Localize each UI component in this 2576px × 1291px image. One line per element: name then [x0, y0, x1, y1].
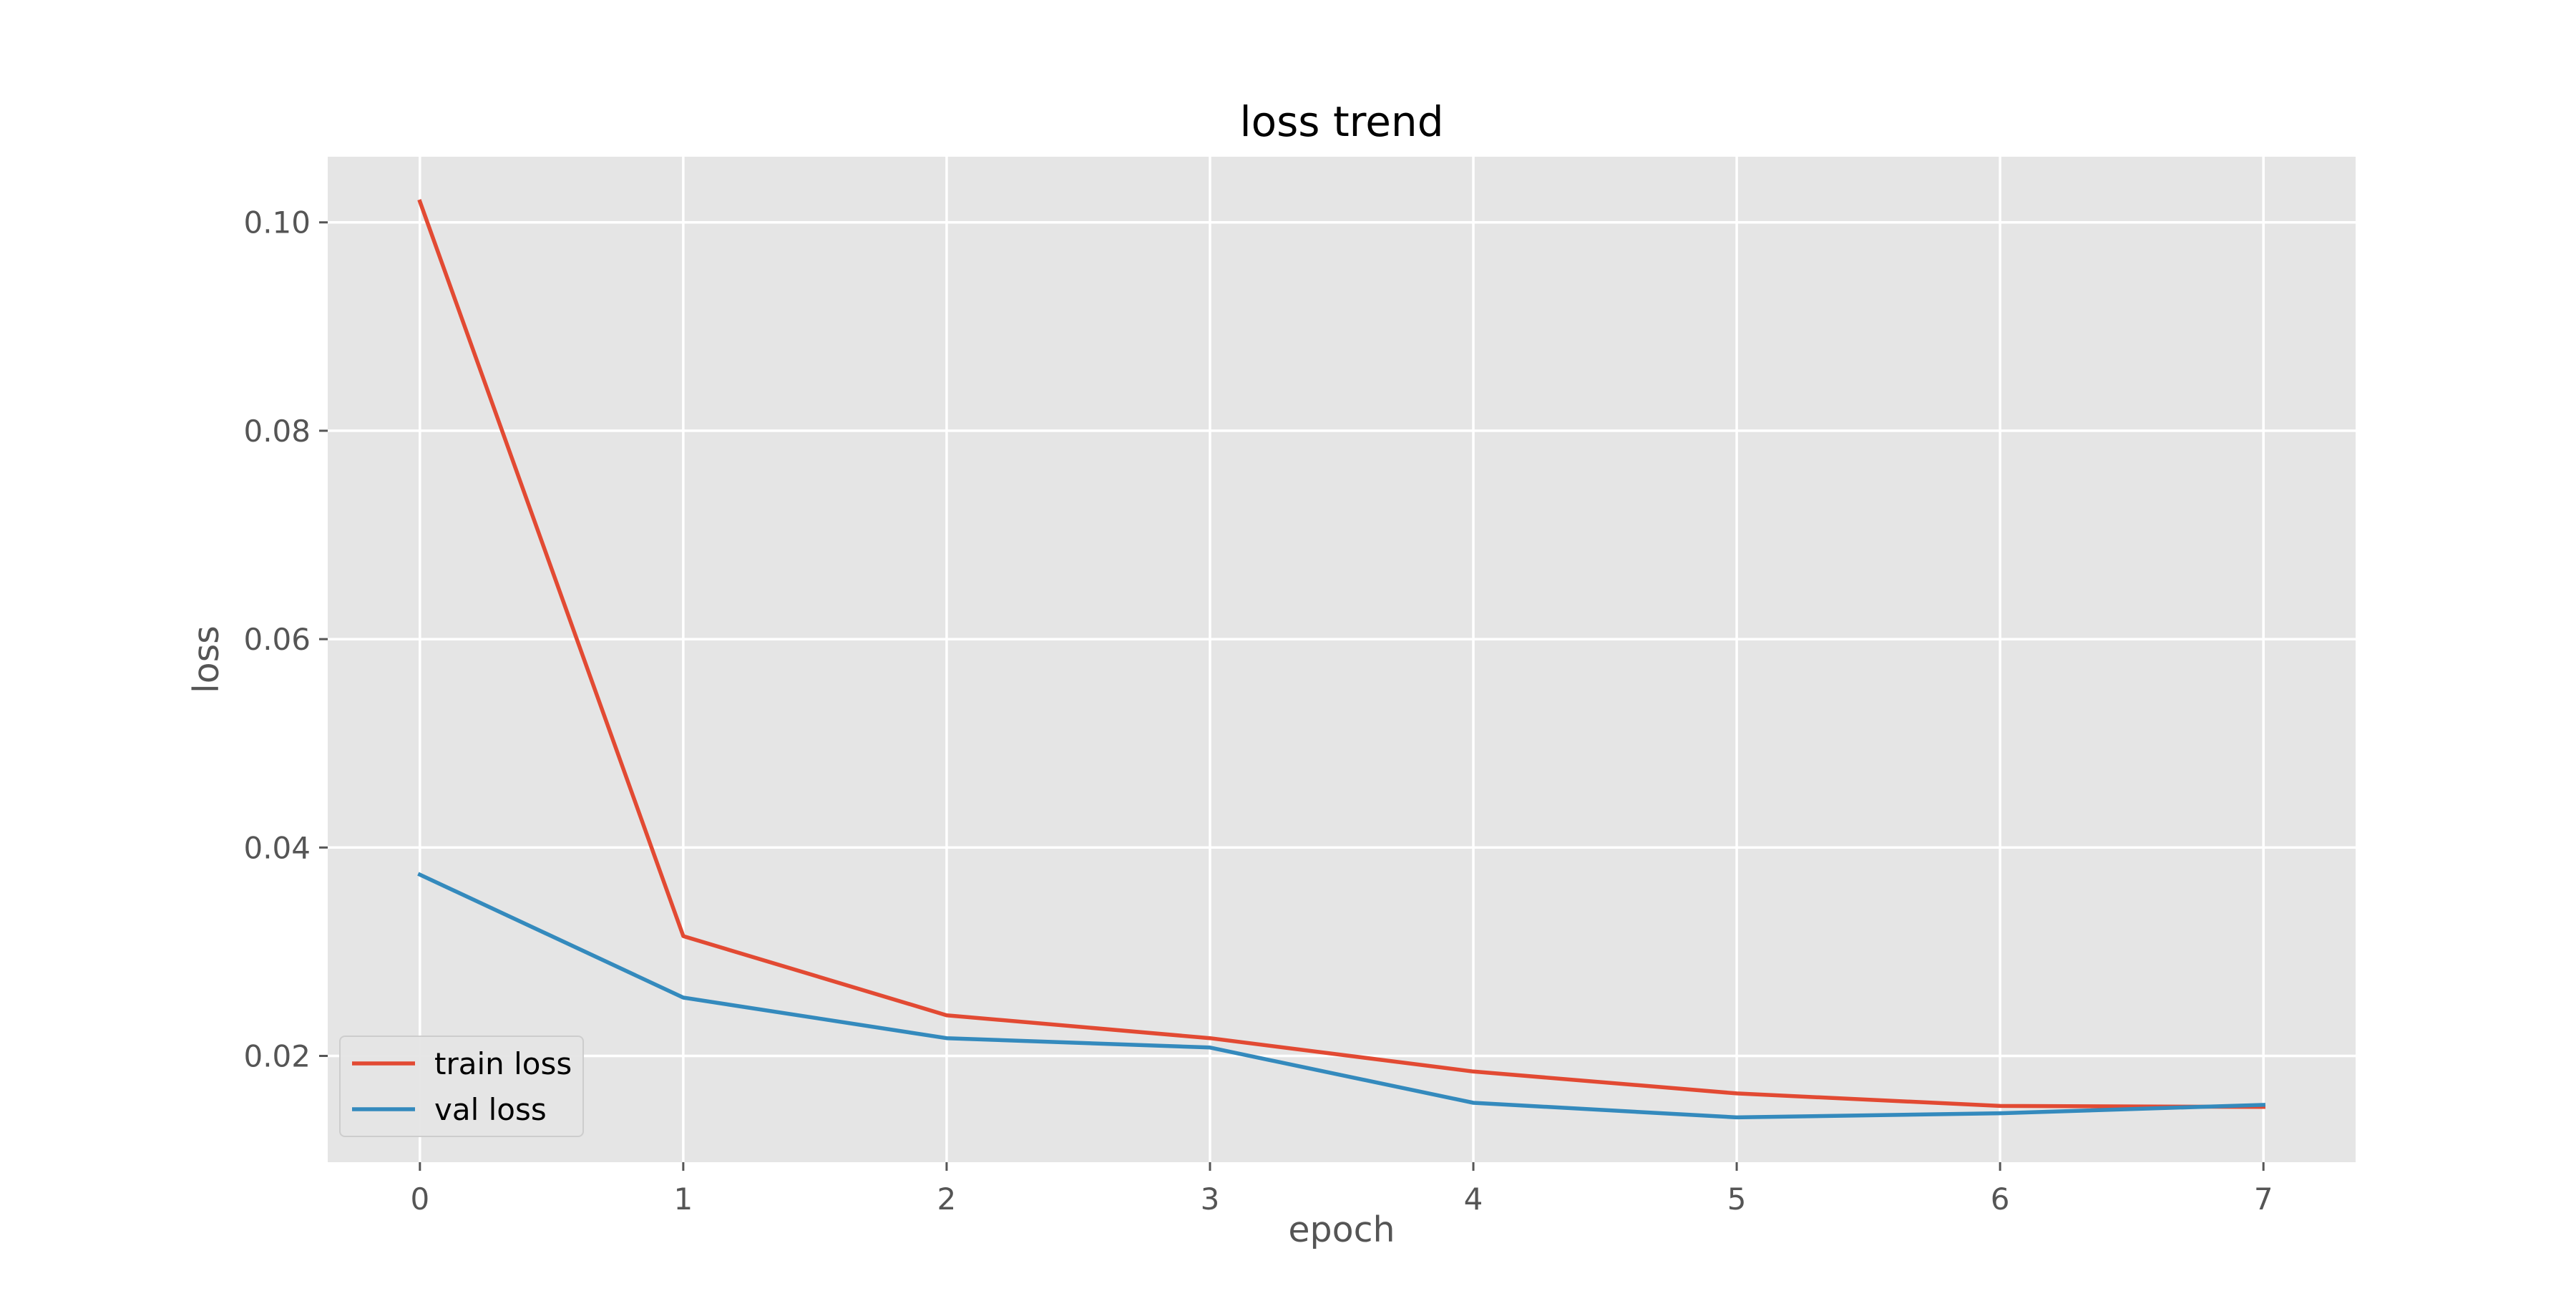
plot-area: [328, 157, 2356, 1162]
x-tick-label: 1: [674, 1182, 693, 1217]
x-tick-label: 3: [1201, 1182, 1220, 1217]
x-tick-label: 4: [1464, 1182, 1483, 1217]
legend-label: train loss: [434, 1046, 572, 1081]
x-tick-label: 0: [410, 1182, 429, 1217]
y-tick-label: 0.04: [243, 830, 311, 865]
val-loss-line: [417, 872, 2266, 1120]
train-loss-line: [417, 199, 2265, 1109]
y-tick-label: 0.10: [243, 205, 311, 240]
x-tick-label: 6: [1991, 1182, 2010, 1217]
chart-title: loss trend: [1239, 97, 1443, 146]
grid-lines: [328, 157, 2356, 1162]
legend-box: [339, 1036, 584, 1137]
tick-labels: 0 1 2 3 4 5 6 7 0.02 0.04 0.06 0.08 0.10: [243, 205, 2273, 1217]
x-tick-label: 2: [937, 1182, 957, 1217]
x-tick-label: 5: [1727, 1182, 1747, 1217]
y-axis-label: loss: [186, 625, 227, 693]
x-tick-label: 7: [2254, 1182, 2273, 1217]
y-tick-label: 0.02: [243, 1038, 311, 1073]
series-lines: [417, 199, 2266, 1120]
y-tick-label: 0.06: [243, 622, 311, 657]
x-axis-label: epoch: [1288, 1209, 1395, 1250]
legend-label: val loss: [434, 1092, 547, 1127]
y-tick-label: 0.08: [243, 414, 311, 449]
legend: train loss val loss: [339, 1036, 584, 1137]
